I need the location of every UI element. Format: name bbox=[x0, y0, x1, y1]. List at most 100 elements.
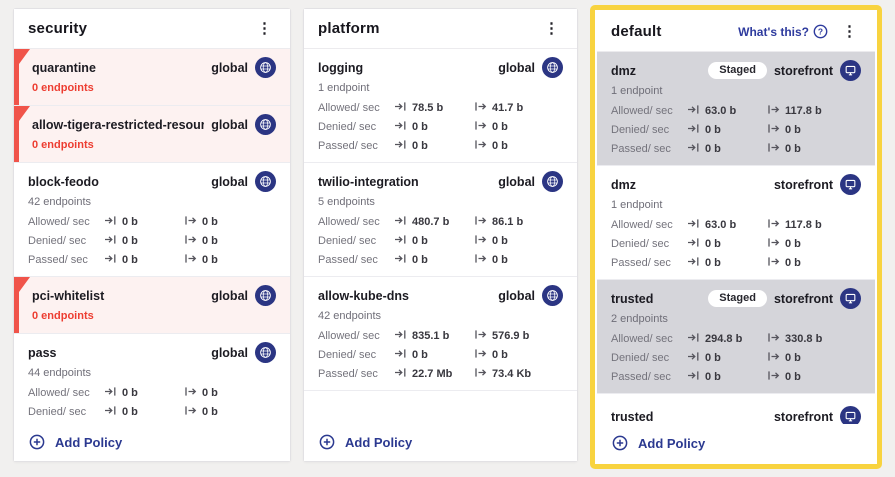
policy-scope: global bbox=[211, 117, 248, 132]
policy-name: logging bbox=[318, 60, 364, 75]
column-title: default bbox=[611, 23, 662, 40]
traffic-out-value: 0 b bbox=[202, 234, 218, 247]
policy-card[interactable]: pass global 44 endpoints Allowed/ sec 0 … bbox=[14, 334, 290, 423]
endpoint-count: 42 endpoints bbox=[318, 310, 381, 322]
traffic-in-value: 480.7 b bbox=[412, 215, 450, 228]
kebab-menu-icon[interactable]: ⋮ bbox=[257, 20, 272, 37]
policy-column-default: default What's this? ? ⋮ dmz Staged stor… bbox=[597, 12, 875, 462]
traffic-out-value: 576.9 b bbox=[492, 329, 530, 342]
policy-card[interactable]: dmz Staged storefront 1 endpoint Allowed… bbox=[597, 52, 875, 166]
stat-row-denied: Denied/ sec 0 b 0 b bbox=[318, 345, 563, 364]
arrow-from-bar-icon bbox=[474, 253, 487, 267]
staged-badge: Staged bbox=[708, 290, 767, 307]
arrow-to-bar-icon bbox=[394, 253, 407, 267]
column-footer: Add Policy bbox=[597, 424, 875, 462]
traffic-out-value: 0 b bbox=[492, 253, 508, 266]
policy-name: allow-kube-dns bbox=[318, 288, 409, 303]
policy-scope: global bbox=[211, 174, 248, 189]
policy-name: dmz bbox=[611, 63, 636, 78]
traffic-in-value: 0 b bbox=[122, 234, 138, 247]
arrow-to-bar-icon bbox=[687, 370, 700, 384]
policy-name: allow-tigera-restricted-resources bbox=[32, 117, 205, 132]
globe-icon bbox=[542, 171, 563, 192]
stat-label: Passed/ sec bbox=[611, 370, 671, 383]
column-header: platform ⋮ bbox=[304, 9, 577, 49]
endpoint-count: 1 endpoint bbox=[611, 85, 663, 97]
arrow-to-bar-icon bbox=[104, 215, 117, 229]
policy-scope: global bbox=[498, 60, 535, 75]
policy-column-security: security ⋮ quarantine global 0 endpoints… bbox=[13, 8, 291, 462]
policy-column-platform: platform ⋮ logging global 1 endpoint All… bbox=[303, 8, 578, 462]
add-policy-button[interactable]: Add Policy bbox=[319, 434, 412, 450]
traffic-in-value: 0 b bbox=[412, 234, 428, 247]
endpoint-count: 2 endpoints bbox=[611, 313, 668, 325]
whats-this-link[interactable]: What's this? ? bbox=[738, 24, 828, 39]
arrow-from-bar-icon bbox=[474, 120, 487, 134]
arrow-from-bar-icon bbox=[474, 139, 487, 153]
traffic-in-value: 0 b bbox=[122, 215, 138, 228]
stat-row-passed: Passed/ sec 0 b 0 b bbox=[28, 250, 276, 269]
stat-row-passed: Passed/ sec 0 b 0 b bbox=[611, 139, 861, 158]
policy-scope: storefront bbox=[773, 63, 833, 78]
stat-label: Allowed/ sec bbox=[318, 101, 380, 114]
policy-card[interactable]: pci-whitelist global 0 endpoints bbox=[14, 277, 290, 334]
arrow-to-bar-icon bbox=[687, 142, 700, 156]
stat-row-allowed: Allowed/ sec 835.1 b 576.9 b bbox=[318, 326, 563, 345]
arrow-to-bar-icon bbox=[687, 256, 700, 270]
traffic-in-value: 63.0 b bbox=[705, 104, 737, 117]
traffic-out-value: 0 b bbox=[785, 256, 801, 269]
stat-label: Allowed/ sec bbox=[611, 218, 673, 231]
traffic-out-value: 0 b bbox=[492, 139, 508, 152]
arrow-from-bar-icon bbox=[767, 370, 780, 384]
endpoint-count: 42 endpoints bbox=[28, 196, 91, 208]
stat-row-allowed: Allowed/ sec 0 b 0 b bbox=[28, 212, 276, 231]
storefront-icon bbox=[840, 60, 861, 81]
policy-card-list: quarantine global 0 endpoints allow-tige… bbox=[14, 49, 290, 423]
arrow-from-bar-icon bbox=[474, 234, 487, 248]
stat-row-allowed: Allowed/ sec 78.5 b 41.7 b bbox=[318, 98, 563, 117]
policy-card[interactable]: twilio-integration global 5 endpoints Al… bbox=[304, 163, 577, 277]
arrow-to-bar-icon bbox=[394, 139, 407, 153]
traffic-in-value: 0 b bbox=[705, 142, 721, 155]
kebab-menu-icon[interactable]: ⋮ bbox=[842, 23, 857, 40]
endpoint-count: 0 endpoints bbox=[32, 139, 94, 151]
policy-name: pci-whitelist bbox=[32, 288, 105, 303]
add-policy-button[interactable]: Add Policy bbox=[29, 434, 122, 450]
policy-name: dmz bbox=[611, 177, 636, 192]
traffic-in-value: 0 b bbox=[705, 123, 721, 136]
arrow-to-bar-icon bbox=[394, 101, 407, 115]
stat-row-allowed: Allowed/ sec 0 b 0 b bbox=[28, 383, 276, 402]
stat-row-allowed: Allowed/ sec 480.7 b 86.1 b bbox=[318, 212, 563, 231]
stat-row-passed: Passed/ sec 22.7 Mb 73.4 Kb bbox=[318, 364, 563, 383]
policy-card[interactable]: block-feodo global 42 endpoints Allowed/… bbox=[14, 163, 290, 277]
policy-card[interactable]: allow-tigera-restricted-resources global… bbox=[14, 106, 290, 163]
traffic-out-value: 41.7 b bbox=[492, 101, 524, 114]
policy-name: twilio-integration bbox=[318, 174, 419, 189]
policy-card[interactable]: logging global 1 endpoint Allowed/ sec 7… bbox=[304, 49, 577, 163]
policy-card-list: dmz Staged storefront 1 endpoint Allowed… bbox=[597, 52, 875, 424]
policy-card[interactable]: quarantine global 0 endpoints bbox=[14, 49, 290, 106]
policy-name: trusted bbox=[611, 409, 654, 424]
arrow-to-bar-icon bbox=[687, 218, 700, 232]
traffic-in-value: 0 b bbox=[412, 139, 428, 152]
policy-card[interactable]: allow-kube-dns global 42 endpoints Allow… bbox=[304, 277, 577, 391]
arrow-from-bar-icon bbox=[767, 104, 780, 118]
plus-circle-icon bbox=[612, 435, 628, 451]
arrow-from-bar-icon bbox=[767, 123, 780, 137]
stat-row-denied: Denied/ sec 0 b 0 b bbox=[611, 234, 861, 253]
policy-scope: storefront bbox=[773, 409, 833, 424]
policy-scope: global bbox=[498, 174, 535, 189]
tour-highlight-frame: default What's this? ? ⋮ dmz Staged stor… bbox=[590, 5, 882, 469]
storefront-icon bbox=[840, 288, 861, 309]
traffic-in-value: 0 b bbox=[412, 348, 428, 361]
column-header: security ⋮ bbox=[14, 9, 290, 49]
policy-name: block-feodo bbox=[28, 174, 99, 189]
globe-icon bbox=[255, 57, 276, 78]
kebab-menu-icon[interactable]: ⋮ bbox=[544, 20, 559, 37]
policy-card[interactable]: trusted storefront bbox=[597, 394, 875, 424]
add-policy-button[interactable]: Add Policy bbox=[612, 435, 705, 451]
policy-scope: global bbox=[211, 60, 248, 75]
stat-label: Denied/ sec bbox=[318, 120, 377, 133]
policy-card[interactable]: trusted Staged storefront 2 endpoints Al… bbox=[597, 280, 875, 394]
policy-card[interactable]: dmz storefront 1 endpoint Allowed/ sec 6… bbox=[597, 166, 875, 280]
